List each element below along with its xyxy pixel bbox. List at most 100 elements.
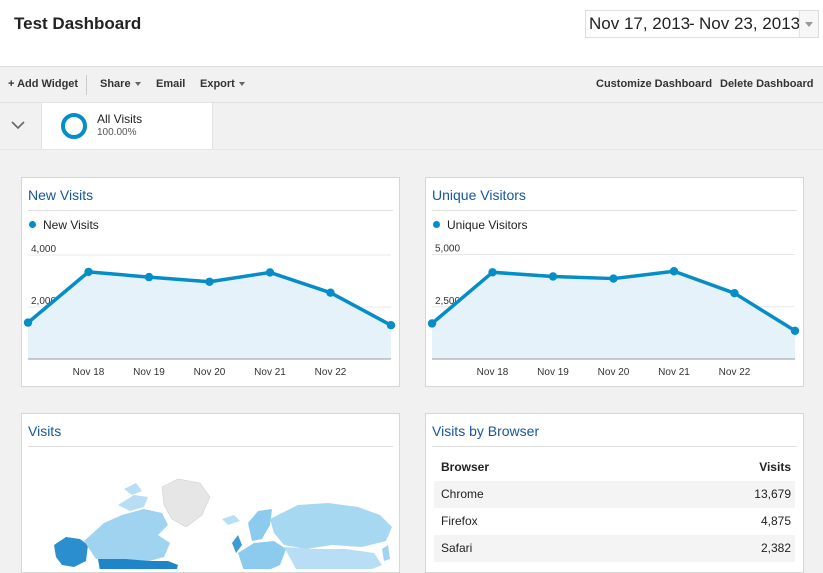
segment-name: All Visits — [97, 112, 143, 126]
table-header: Browser Visits — [434, 454, 795, 481]
chart-legend: Unique Visitors — [432, 218, 527, 232]
map-region-canada — [84, 509, 170, 563]
table-row: Firefox 4,875 — [434, 508, 795, 535]
column-header-visits: Visits — [759, 460, 791, 474]
x-tick-label: Nov 20 — [194, 367, 226, 378]
legend-label: New Visits — [43, 218, 99, 232]
widget-divider — [432, 446, 797, 447]
visits-by-browser-widget: Visits by Browser Browser Visits Chrome … — [425, 413, 804, 573]
legend-label: Unique Visitors — [447, 218, 528, 232]
chevron-down-icon — [11, 121, 25, 130]
segment-ring-icon — [61, 113, 87, 139]
unique-visitors-chart: 5,000 2,500 Nov 18 Nov 19 Nov 20 Nov 21 Nov 22 — [427, 244, 800, 378]
map-region-arctic-islands — [124, 483, 142, 495]
date-separator: - — [689, 14, 695, 33]
share-menu[interactable]: Share — [100, 78, 141, 90]
data-point — [427, 319, 437, 328]
email-button[interactable]: Email — [156, 78, 186, 90]
y-tick-label: 5,000 — [435, 244, 460, 255]
export-label: Export — [200, 78, 235, 90]
x-tick-label: Nov 18 — [477, 367, 509, 378]
browser-visits: 4,875 — [760, 514, 791, 528]
x-tick-label: Nov 21 — [254, 367, 286, 378]
data-point — [23, 318, 33, 327]
dashboard-toolbar: + Add Widget Share Email Export Customiz… — [0, 67, 823, 103]
x-tick-label: Nov 19 — [537, 367, 569, 378]
x-tick-label: Nov 22 — [719, 367, 751, 378]
new-visits-widget: New Visits New Visits 4,000 2,000 Nov 18 No… — [21, 177, 400, 387]
map-region-russia — [270, 503, 392, 549]
column-header-browser: Browser — [441, 460, 490, 474]
data-point — [144, 272, 154, 282]
data-point — [669, 267, 679, 276]
map-region-asia — [284, 547, 382, 569]
chevron-down-icon — [238, 82, 245, 87]
delete-dashboard-button[interactable]: Delete Dashboard — [720, 78, 814, 90]
data-point — [488, 268, 497, 277]
x-tick-label: Nov 21 — [658, 367, 690, 378]
browser-visits: 13,679 — [754, 487, 791, 501]
new-visits-chart: 4,000 2,000 Nov 18 Nov 19 Nov 20 Nov 21 Nov 22 — [23, 244, 396, 378]
segment-bar: All Visits 100.00% — [0, 103, 823, 150]
browser-visits: 2,382 — [760, 541, 791, 555]
table-row: Safari 2,382 — [434, 535, 795, 562]
widget-divider — [28, 446, 393, 447]
y-tick-label: 2,000 — [31, 296, 56, 307]
map-region-alaska — [54, 537, 88, 567]
widget-title[interactable]: New Visits — [28, 187, 94, 203]
share-label: Share — [100, 78, 131, 90]
browser-name: Chrome — [441, 487, 484, 501]
browser-name: Firefox — [441, 514, 478, 528]
x-tick-label: Nov 18 — [73, 367, 105, 378]
segment-card[interactable]: All Visits 100.00% — [41, 103, 213, 149]
page-title: Test Dashboard — [14, 14, 142, 33]
map-region-arctic-islands — [118, 495, 148, 511]
chevron-down-icon — [134, 82, 141, 87]
widget-title[interactable]: Visits — [28, 423, 62, 439]
data-point — [730, 288, 739, 298]
x-tick-label: Nov 19 — [133, 367, 165, 378]
data-point — [386, 321, 396, 330]
unique-visitors-widget: Unique Visitors Unique Visitors 5,000 2,5… — [425, 177, 804, 387]
chart-legend: New Visits — [28, 218, 99, 232]
visits-map-widget: Visits — [21, 413, 400, 573]
area-fill — [28, 271, 391, 359]
world-map[interactable] — [22, 449, 399, 569]
dashboard-header: Test Dashboard Nov 17, 2013 - Nov 23, 20… — [0, 0, 823, 67]
widget-title[interactable]: Visits by Browser — [432, 423, 540, 439]
x-tick-label: Nov 20 — [598, 367, 630, 378]
legend-dot-icon — [29, 221, 36, 228]
map-region-europe — [238, 541, 286, 569]
segment-toggle[interactable] — [0, 103, 40, 149]
customize-dashboard-button[interactable]: Customize Dashboard — [596, 78, 713, 90]
area-fill — [432, 271, 795, 359]
date-start: Nov 17, 2013 — [589, 14, 691, 33]
data-point — [84, 267, 93, 277]
toolbar-divider — [86, 75, 87, 95]
widget-divider — [432, 210, 797, 211]
export-menu[interactable]: Export — [200, 78, 245, 90]
map-region-greenland — [161, 478, 211, 528]
add-widget-button[interactable]: + Add Widget — [8, 78, 79, 90]
y-tick-label: 2,500 — [435, 296, 460, 307]
map-region-iceland — [222, 515, 240, 525]
data-point — [265, 268, 275, 277]
data-point — [548, 272, 558, 281]
legend-dot-icon — [433, 221, 440, 228]
y-tick-label: 4,000 — [31, 244, 56, 255]
map-region-uk — [232, 535, 242, 553]
x-tick-label: Nov 22 — [315, 367, 347, 378]
data-point — [326, 288, 335, 297]
map-region-japan — [382, 545, 390, 561]
widget-title[interactable]: Unique Visitors — [432, 187, 526, 203]
data-point — [609, 274, 618, 283]
segment-percent: 100.00% — [97, 127, 137, 138]
data-point — [790, 326, 800, 335]
browser-name: Safari — [441, 541, 473, 555]
data-point — [205, 277, 214, 286]
date-range-picker[interactable]: Nov 17, 2013 - Nov 23, 2013 — [585, 10, 819, 38]
map-region-scandinavia — [248, 509, 272, 541]
date-end: Nov 23, 2013 — [699, 14, 801, 33]
widget-divider — [28, 210, 393, 211]
chevron-down-icon[interactable] — [799, 11, 818, 37]
